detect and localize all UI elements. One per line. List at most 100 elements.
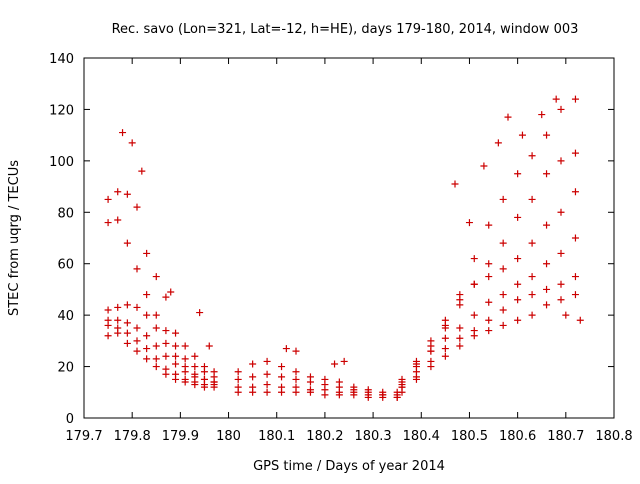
data-point <box>123 190 131 198</box>
data-point <box>128 139 136 147</box>
data-point <box>133 347 141 355</box>
data-point <box>292 375 300 383</box>
x-axis-label: GPS time / Days of year 2014 <box>253 459 445 474</box>
data-point <box>456 324 464 332</box>
data-point <box>441 345 449 353</box>
data-point <box>306 378 314 386</box>
data-point <box>133 324 141 332</box>
data-point <box>470 255 478 263</box>
data-point <box>133 203 141 211</box>
data-point <box>557 296 565 304</box>
data-point <box>499 306 507 314</box>
data-point <box>152 311 160 319</box>
x-tick-label: 180.5 <box>451 429 488 444</box>
x-tick-label: 180.7 <box>547 429 584 444</box>
data-point <box>200 368 208 376</box>
data-point <box>499 291 507 299</box>
data-point <box>278 363 286 371</box>
data-point <box>441 316 449 324</box>
y-tick-label: 20 <box>57 361 74 376</box>
y-axis-label: STEC from uqrg / TECUs <box>7 160 22 316</box>
data-point <box>331 360 339 368</box>
data-point <box>123 319 131 327</box>
x-tick-label: 180.3 <box>354 429 391 444</box>
data-point <box>427 337 435 345</box>
data-point <box>393 393 401 401</box>
data-point <box>398 388 406 396</box>
data-point <box>485 260 493 268</box>
data-point <box>172 342 180 350</box>
data-point <box>364 393 372 401</box>
data-point <box>494 139 502 147</box>
data-point <box>514 213 522 221</box>
data-point <box>249 388 257 396</box>
data-point <box>263 370 271 378</box>
data-point <box>114 188 122 196</box>
data-point <box>181 342 189 350</box>
data-point <box>205 342 213 350</box>
data-point <box>543 170 551 178</box>
data-point <box>143 311 151 319</box>
data-point <box>143 332 151 340</box>
data-point <box>162 293 170 301</box>
data-point <box>172 375 180 383</box>
data-point <box>172 329 180 337</box>
plot-frame <box>83 57 615 419</box>
x-tick-label: 179.7 <box>65 429 102 444</box>
data-point <box>427 363 435 371</box>
data-point <box>441 352 449 360</box>
data-point <box>543 221 551 229</box>
data-point <box>470 311 478 319</box>
data-point <box>528 311 536 319</box>
data-point <box>152 355 160 363</box>
data-point <box>485 298 493 306</box>
data-point <box>138 167 146 175</box>
data-point <box>485 273 493 281</box>
data-point <box>172 352 180 360</box>
data-point <box>499 321 507 329</box>
data-point <box>172 360 180 368</box>
data-point <box>249 373 257 381</box>
data-point <box>571 95 579 103</box>
data-point <box>292 388 300 396</box>
data-point <box>181 378 189 386</box>
data-point <box>114 316 122 324</box>
data-point <box>504 113 512 121</box>
data-point <box>152 342 160 350</box>
data-point <box>123 239 131 247</box>
data-point <box>571 149 579 157</box>
data-point <box>263 381 271 389</box>
data-point <box>499 195 507 203</box>
data-point <box>427 347 435 355</box>
data-point <box>143 249 151 257</box>
data-point <box>119 129 127 137</box>
data-point <box>543 131 551 139</box>
data-point <box>571 291 579 299</box>
x-tick-label: 180.2 <box>306 429 343 444</box>
data-point <box>114 303 122 311</box>
data-point <box>514 296 522 304</box>
data-point <box>278 388 286 396</box>
data-point <box>181 368 189 376</box>
data-point <box>191 363 199 371</box>
data-point <box>557 208 565 216</box>
x-tick-label: 179.9 <box>162 429 199 444</box>
data-point <box>571 188 579 196</box>
data-point <box>123 301 131 309</box>
data-point <box>133 337 141 345</box>
data-point <box>152 363 160 371</box>
data-point <box>234 388 242 396</box>
data-point <box>340 357 348 365</box>
data-point <box>133 303 141 311</box>
data-point <box>282 345 290 353</box>
data-point <box>528 152 536 160</box>
data-point <box>335 391 343 399</box>
data-point <box>451 180 459 188</box>
data-point <box>321 391 329 399</box>
x-tick-label: 180.6 <box>499 429 536 444</box>
data-point <box>499 239 507 247</box>
data-point <box>278 373 286 381</box>
data-point <box>485 327 493 335</box>
y-tick-label: 0 <box>66 412 74 427</box>
